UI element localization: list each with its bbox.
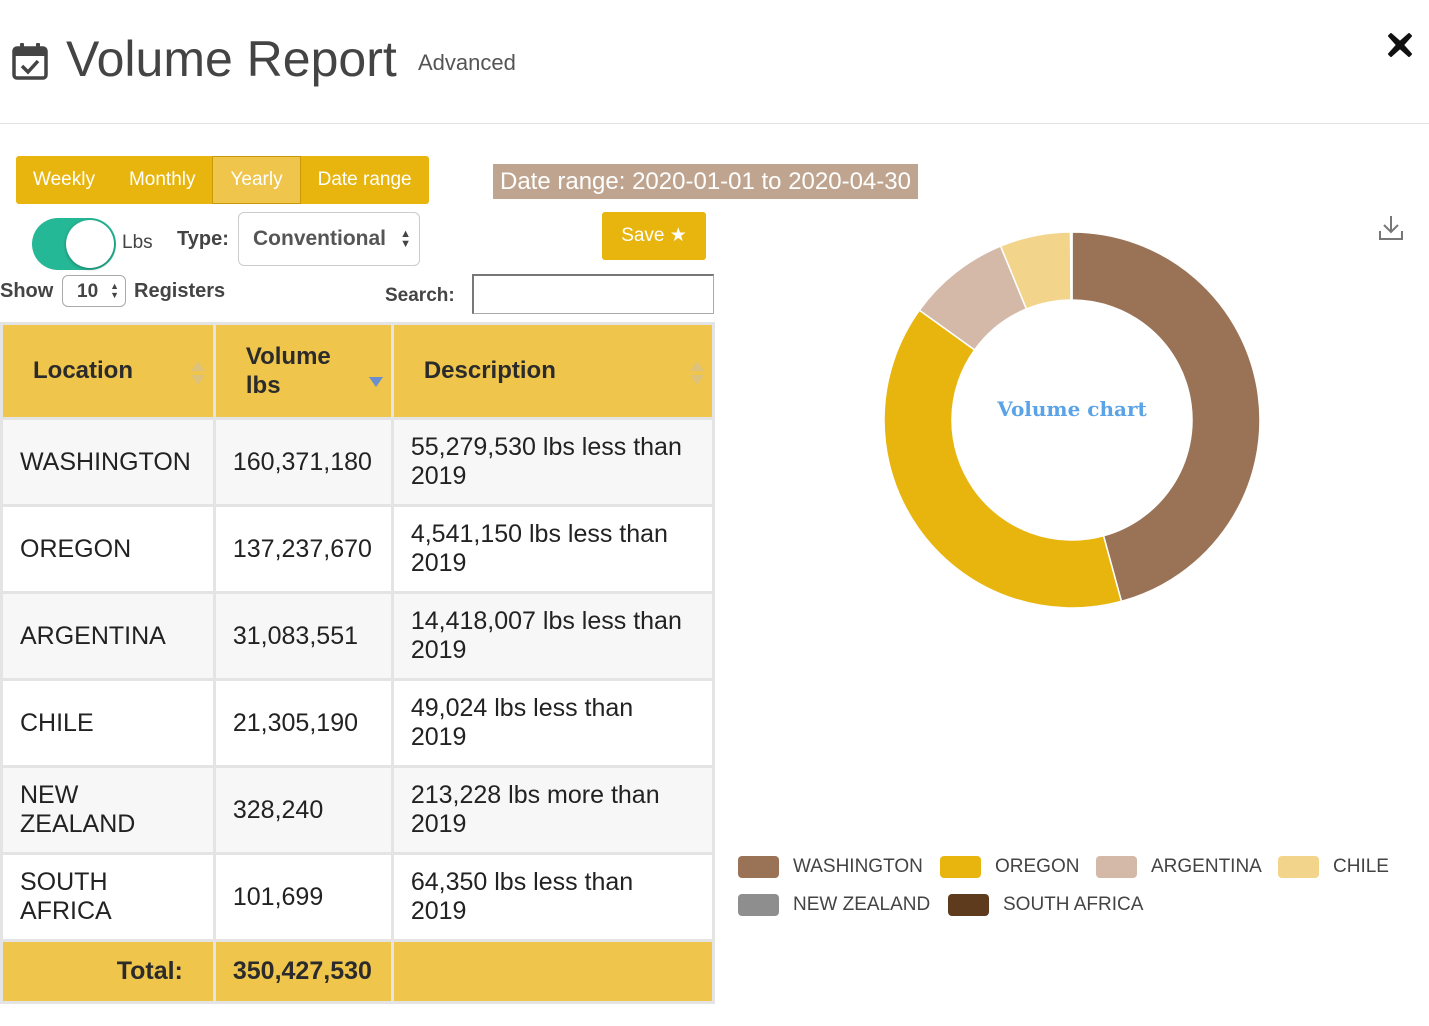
cell-location: ARGENTINA: [0, 591, 216, 681]
type-select-value: Conventional: [253, 227, 387, 250]
column-header-location[interactable]: Location: [0, 322, 216, 420]
legend-item[interactable]: SOUTH AFRICA: [948, 890, 1143, 920]
tab-monthly[interactable]: Monthly: [128, 169, 196, 190]
cell-description: 64,350 lbs less than 2019: [390, 852, 716, 942]
slice-oregon[interactable]: [883, 309, 1123, 609]
type-label: Type:: [177, 228, 229, 250]
search-input[interactable]: [472, 274, 714, 314]
cell-volume: 137,237,670: [212, 504, 394, 594]
volume-table: Location Volume lbs Description WASHINGT…: [0, 322, 716, 1004]
unit-label: Lbs: [122, 232, 153, 253]
legend-label: CHILE: [1333, 856, 1389, 877]
table-row: SOUTH AFRICA 101,699 64,350 lbs less than …: [0, 852, 716, 942]
legend-item[interactable]: NEW ZEALAND: [738, 890, 930, 920]
cell-description: 49,024 lbs less than 2019: [390, 678, 716, 768]
tab-weekly[interactable]: Weekly: [33, 169, 95, 190]
page-length-select[interactable]: 10 ▲ ▼: [62, 275, 126, 307]
period-tabs: Weekly Monthly Yearly Date range: [16, 156, 429, 204]
legend-item[interactable]: CHILE: [1278, 852, 1389, 882]
cell-description: 14,418,007 lbs less than 2019: [390, 591, 716, 681]
date-range-badge: Date range: 2020-01-01 to 2020-04-30: [493, 164, 918, 199]
sort-both-icon: [190, 361, 205, 387]
cell-volume: 101,699: [212, 852, 394, 942]
column-header-label: Volume lbs: [245, 343, 331, 399]
table-row: ARGENTINA 31,083,551 14,418,007 lbs less t…: [0, 591, 716, 681]
tab-date-range[interactable]: Date range: [317, 169, 412, 190]
legend-swatch: [948, 894, 989, 916]
table-row: CHILE 21,305,190 49,024 lbs less than 2019: [0, 678, 716, 768]
close-icon[interactable]: [1385, 30, 1415, 60]
table-total-row: Total: 350,427,530: [0, 939, 716, 1004]
cell-location: SOUTH AFRICA: [0, 852, 216, 942]
column-header-label: Description: [423, 357, 556, 384]
cell-volume: 160,371,180: [212, 417, 394, 507]
legend-label: SOUTH AFRICA: [1003, 894, 1144, 915]
total-empty-cell: [390, 939, 716, 1004]
table-row: NEW ZEALAND 328,240 213,228 lbs more than …: [0, 765, 716, 855]
legend-item[interactable]: WASHINGTON: [738, 852, 923, 882]
cell-location: CHILE: [0, 678, 216, 768]
cell-location: OREGON: [0, 504, 216, 594]
cell-description: 4,541,150 lbs less than 2019: [390, 504, 716, 594]
column-header-label: Location: [33, 357, 133, 384]
chart-title: Volume chart: [996, 397, 1147, 421]
cell-location: NEW ZEALAND: [0, 765, 216, 855]
legend-swatch: [940, 856, 981, 878]
column-header-description[interactable]: Description: [390, 322, 716, 420]
legend-swatch: [1278, 856, 1319, 878]
legend-swatch: [738, 894, 779, 916]
type-select[interactable]: Conventional ▲ ▼: [238, 212, 420, 266]
cell-volume: 328,240: [212, 765, 394, 855]
table-header-row: Location Volume lbs Description: [0, 322, 716, 420]
column-header-volume[interactable]: Volume lbs: [212, 322, 394, 420]
cell-location: WASHINGTON: [0, 417, 216, 507]
download-icon[interactable]: [1378, 214, 1404, 242]
cell-volume: 31,083,551: [212, 591, 394, 681]
registers-label: Registers: [134, 280, 226, 302]
table-row: OREGON 137,237,670 4,541,150 lbs less than…: [0, 504, 716, 594]
total-value: 350,427,530: [212, 939, 394, 1004]
legend-swatch: [1096, 856, 1137, 878]
unit-toggle[interactable]: [32, 218, 116, 270]
cell-description: 213,228 lbs more than 2019: [390, 765, 716, 855]
page-length-value: 10: [77, 281, 99, 302]
legend-label: OREGON: [995, 856, 1080, 877]
slice-washington[interactable]: [1071, 231, 1261, 603]
legend-label: ARGENTINA: [1151, 856, 1262, 877]
save-button[interactable]: Save ★: [602, 212, 706, 260]
show-label: Show: [0, 280, 54, 302]
modal-header: Volume Report Advanced: [0, 0, 1429, 124]
calendar-check-icon: [12, 43, 48, 80]
select-arrows-icon: ▲ ▼: [400, 228, 411, 250]
select-arrows-icon: ▲ ▼: [110, 281, 119, 300]
legend-swatch: [738, 856, 779, 878]
toggle-knob: [66, 220, 114, 268]
cell-volume: 21,305,190: [212, 678, 394, 768]
cell-description: 55,279,530 lbs less than 2019: [390, 417, 716, 507]
sort-desc-icon: [368, 363, 383, 389]
legend-label: WASHINGTON: [793, 856, 923, 877]
legend-item[interactable]: OREGON: [940, 852, 1079, 882]
volume-donut-chart: Volume chart: [883, 231, 1261, 609]
advanced-link[interactable]: Advanced: [418, 50, 516, 75]
table-row: WASHINGTON 160,371,180 55,279,530 lbs less…: [0, 417, 716, 507]
legend-label: NEW ZEALAND: [793, 894, 931, 915]
legend-item[interactable]: ARGENTINA: [1096, 852, 1262, 882]
sort-both-icon: [690, 361, 704, 387]
tab-yearly[interactable]: Yearly: [212, 156, 301, 204]
search-label: Search:: [385, 285, 455, 306]
page-title: Volume Report: [66, 31, 397, 87]
total-label: Total:: [0, 939, 216, 1004]
